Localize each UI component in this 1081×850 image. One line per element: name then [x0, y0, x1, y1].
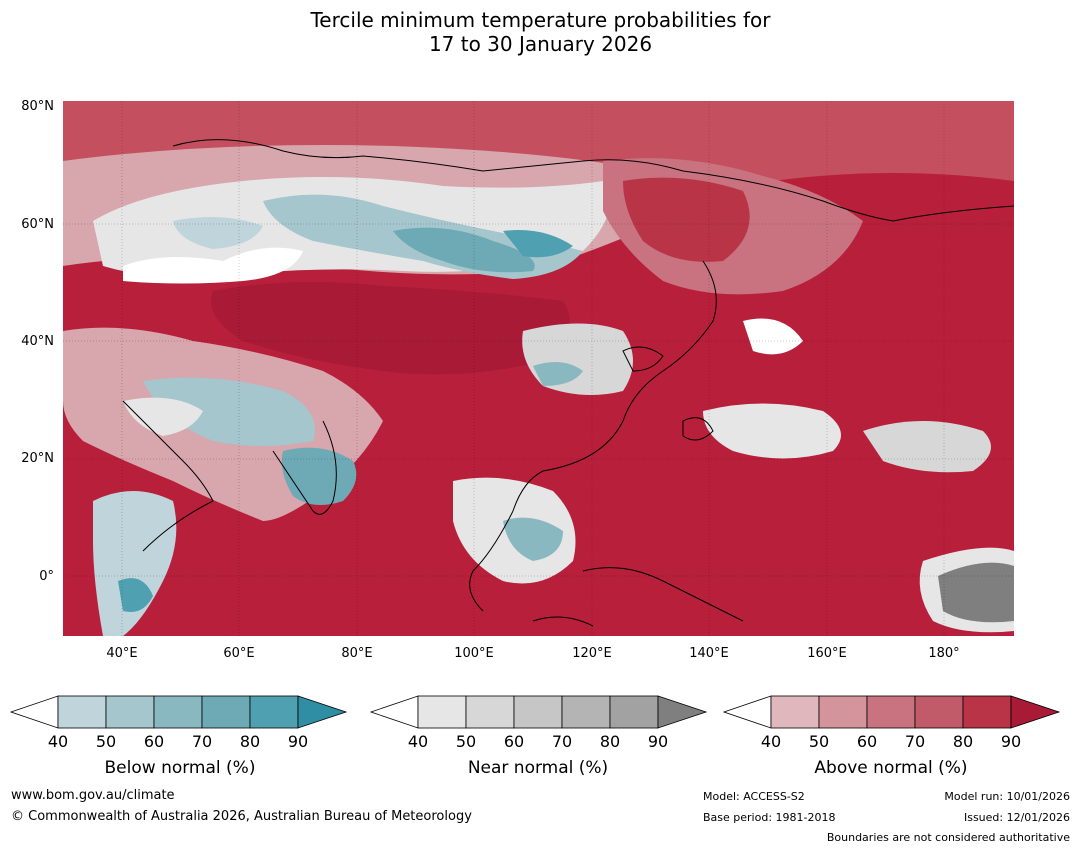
- tick-above-80: 80: [952, 732, 974, 751]
- colorbar-above-segment: [914, 695, 964, 729]
- probability-map: [63, 101, 1014, 636]
- lat-label-40n: 40°N: [21, 334, 54, 349]
- tick-below-50: 50: [95, 732, 117, 751]
- tick-below-90: 90: [287, 732, 309, 751]
- colorbar-above-upper-extend: [1010, 695, 1061, 729]
- legend-near-normal: [370, 694, 708, 734]
- colorbar-near-segment: [417, 695, 467, 729]
- tick-near-90: 90: [647, 732, 669, 751]
- tick-near-70: 70: [551, 732, 573, 751]
- colorbar-near-segment: [561, 695, 611, 729]
- base-period-text: Base period: 1981-2018: [703, 811, 836, 824]
- colorbar-above-segment: [770, 695, 820, 729]
- legend-above-normal: [723, 694, 1061, 734]
- colorbar-below-lower-extend: [10, 695, 59, 729]
- colorbar-below-segment: [249, 695, 299, 729]
- colorbar-above-normal: [723, 695, 1061, 729]
- colorbar-below-segment: [153, 695, 203, 729]
- colorbar-near-lower-extend: [370, 695, 419, 729]
- tick-above-70: 70: [904, 732, 926, 751]
- tick-above-50: 50: [808, 732, 830, 751]
- legend-title-near: Near normal (%): [467, 758, 609, 778]
- website-link[interactable]: www.bom.gov.au/climate: [11, 788, 175, 803]
- lat-label-20n: 20°N: [21, 451, 54, 466]
- tick-above-40: 40: [760, 732, 782, 751]
- title-line-1: Tercile minimum temperature probabilitie…: [310, 8, 771, 32]
- colorbar-near-upper-extend: [657, 695, 708, 729]
- tick-below-80: 80: [239, 732, 261, 751]
- legend-below-normal: [10, 694, 348, 734]
- lon-label-60e: 60°E: [223, 646, 255, 661]
- colorbar-near-segment: [513, 695, 563, 729]
- legend-title-below: Below normal (%): [104, 758, 256, 778]
- lat-label-0: 0°: [39, 569, 54, 584]
- lon-label-40e: 40°E: [106, 646, 138, 661]
- model-text: Model: ACCESS-S2: [703, 790, 805, 803]
- tick-below-60: 60: [143, 732, 165, 751]
- disclaimer-text: Boundaries are not considered authoritat…: [826, 831, 1070, 844]
- colorbar-below-normal: [10, 695, 348, 729]
- colorbar-above-segment: [818, 695, 868, 729]
- lon-label-120e: 120°E: [572, 646, 612, 661]
- tick-near-80: 80: [599, 732, 621, 751]
- colorbar-below-segment: [201, 695, 251, 729]
- model-run-text: Model run: 10/01/2026: [944, 790, 1070, 803]
- tick-above-60: 60: [856, 732, 878, 751]
- title-line-2: 17 to 30 January 2026: [428, 32, 653, 56]
- lat-label-80n: 80°N: [21, 99, 54, 114]
- issued-text: Issued: 12/01/2026: [963, 811, 1070, 824]
- colorbar-above-segment: [866, 695, 916, 729]
- tick-near-60: 60: [503, 732, 525, 751]
- lat-label-60n: 60°N: [21, 217, 54, 232]
- copyright-text: © Commonwealth of Australia 2026, Austra…: [11, 809, 472, 824]
- map-title: Tercile minimum temperature probabilitie…: [0, 8, 1081, 56]
- colorbar-above-lower-extend: [723, 695, 772, 729]
- colorbar-below-segment: [57, 695, 107, 729]
- colorbar-below-segment: [105, 695, 155, 729]
- lon-label-180: 180°: [928, 646, 960, 661]
- lon-label-100e: 100°E: [454, 646, 494, 661]
- tick-above-90: 90: [1000, 732, 1022, 751]
- tick-near-50: 50: [455, 732, 477, 751]
- colorbar-near-normal: [370, 695, 708, 729]
- tick-near-40: 40: [407, 732, 429, 751]
- legend-title-above: Above normal (%): [814, 758, 968, 778]
- tick-below-70: 70: [191, 732, 213, 751]
- lon-label-80e: 80°E: [341, 646, 373, 661]
- colorbar-below-upper-extend: [297, 695, 348, 729]
- colorbar-above-segment: [962, 695, 1012, 729]
- colorbar-near-segment: [609, 695, 659, 729]
- tick-below-40: 40: [47, 732, 69, 751]
- colorbar-near-segment: [465, 695, 515, 729]
- lon-label-140e: 140°E: [689, 646, 729, 661]
- lon-label-160e: 160°E: [807, 646, 847, 661]
